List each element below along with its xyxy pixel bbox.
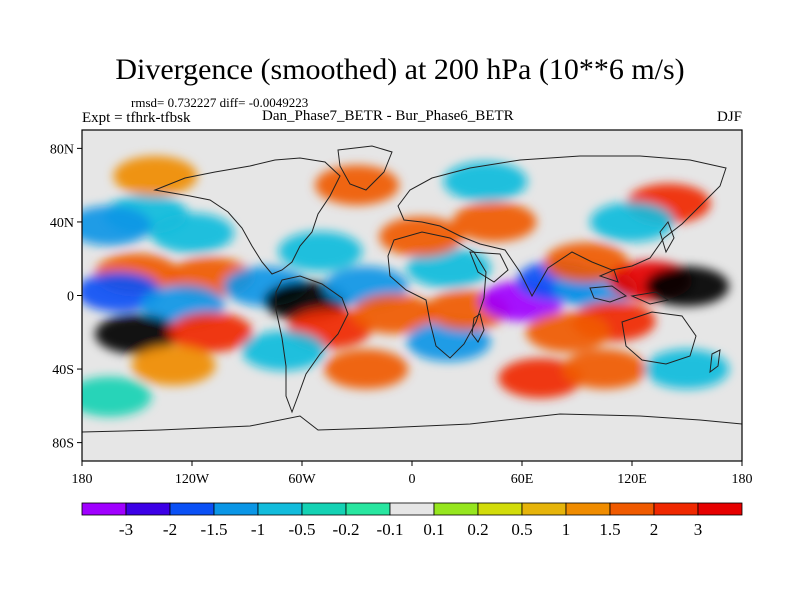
- field-feature-36: [590, 201, 674, 242]
- lat-tick-label: 80S: [52, 437, 74, 452]
- coastline-antarctica: [82, 413, 742, 433]
- colorbar-swatch-9: [477, 502, 523, 516]
- field-feature-17: [351, 293, 436, 334]
- field-feature-18: [324, 349, 409, 390]
- colorbar-label: -2: [163, 520, 177, 539]
- colorbar-swatch-2: [169, 502, 215, 516]
- field-feature-8: [168, 312, 253, 353]
- colorbar-label: 0.2: [467, 520, 488, 539]
- coastline-japan: [659, 221, 675, 254]
- coastline-madagascar: [471, 313, 485, 343]
- colorbar-swatch-6: [345, 502, 391, 516]
- colorbar-label: 1: [562, 520, 571, 539]
- lon-tick-label: 60W: [288, 472, 316, 487]
- coastline-south-america: [275, 275, 349, 414]
- lat-tick-label: 40S: [52, 363, 74, 378]
- field-feature-21: [406, 247, 491, 288]
- field-feature-5: [82, 271, 161, 312]
- field-feature-34: [645, 349, 729, 390]
- field-feature-39: [113, 155, 198, 196]
- colorbar-swatch-0: [81, 502, 127, 516]
- colorbar-swatch-4: [257, 502, 303, 516]
- field-feature-2: [150, 212, 234, 253]
- colorbar-swatch-1: [125, 502, 171, 516]
- divergence-field: [82, 155, 729, 417]
- colorbar-swatch-13: [653, 502, 699, 516]
- colorbar-swatch-14: [697, 502, 743, 516]
- field-feature-31: [525, 312, 610, 353]
- colorbar-swatch-10: [521, 502, 567, 516]
- colorbar-label: -0.2: [333, 520, 360, 539]
- coastline-australia: [621, 311, 697, 365]
- field-feature-38: [443, 161, 528, 202]
- colorbar-swatch-3: [213, 502, 259, 516]
- lon-tick-label: 0: [409, 472, 416, 487]
- coastline-eurasia: [397, 155, 727, 298]
- lat-tick-label: 0: [67, 290, 74, 305]
- lon-tick-label: 180: [72, 472, 93, 487]
- coastline-new-zealand: [709, 349, 721, 374]
- field-feature-33: [562, 349, 647, 390]
- field-feature-10: [82, 376, 152, 417]
- comparison-label: Dan_Phase7_BETR - Bur_Phase6_BETR: [262, 108, 514, 124]
- latitude-axis: 80N 40N 0 40S 80S: [50, 142, 82, 452]
- field-feature-9: [131, 345, 216, 386]
- colorbar-label: -3: [119, 520, 133, 539]
- field-feature-23: [452, 201, 537, 242]
- colorbar-label: 3: [694, 520, 703, 539]
- coastline-north-america: [153, 157, 341, 275]
- colorbar-swatch-11: [565, 502, 611, 516]
- colorbar-label: -0.5: [289, 520, 316, 539]
- colorbar-label: 0.1: [423, 520, 444, 539]
- colorbar-swatch-8: [433, 502, 479, 516]
- lon-tick-label: 120W: [175, 472, 210, 487]
- coastline-africa: [387, 231, 487, 359]
- coastline-greenland: [337, 145, 393, 191]
- field-feature-15: [278, 231, 363, 272]
- colorbar-swatch-5: [301, 502, 347, 516]
- coastline-arabia: [469, 251, 509, 283]
- colorbar-label: -0.1: [377, 520, 404, 539]
- lat-tick-label: 40N: [50, 216, 74, 231]
- field-feature-19: [406, 321, 491, 362]
- field-feature-29: [645, 266, 729, 307]
- season-label: DJF: [716, 109, 742, 125]
- colorbar-swatch-7: [389, 502, 435, 516]
- field-feature-1: [82, 205, 152, 246]
- coastlines: [82, 145, 742, 433]
- colorbar-label: -1: [251, 520, 265, 539]
- colorbar-label: -1.5: [201, 520, 228, 539]
- plot-title: Divergence (smoothed) at 200 hPa (10**6 …: [115, 53, 685, 86]
- colorbar-label: 2: [650, 520, 659, 539]
- colorbar-label: 0.5: [511, 520, 532, 539]
- field-feature-32: [498, 358, 583, 399]
- lat-tick-label: 80N: [50, 142, 74, 157]
- coastline-maritime-continent: [589, 269, 670, 305]
- colorbar-label: 1.5: [599, 520, 620, 539]
- longitude-axis: 180 120W 60W 0 60E 120E 180: [72, 461, 753, 487]
- colorbar: -3 -2 -1.5 -1 -0.5 -0.2 -0.1 0.1 0.2 0.5 1 1.5 2 3: [81, 502, 743, 539]
- field-feature-22: [379, 216, 464, 257]
- lon-tick-label: 120E: [617, 472, 647, 487]
- field-feature-7: [95, 314, 179, 355]
- colorbar-swatch-12: [609, 502, 655, 516]
- lon-tick-label: 180: [732, 472, 753, 487]
- field-feature-37: [315, 165, 399, 206]
- lon-tick-label: 60E: [511, 472, 534, 487]
- experiment-label: Expt = tfhrk-tfbsk: [82, 110, 191, 126]
- rmsd-diff-stats: rmsd= 0.732227 diff= -0.0049223: [131, 95, 309, 110]
